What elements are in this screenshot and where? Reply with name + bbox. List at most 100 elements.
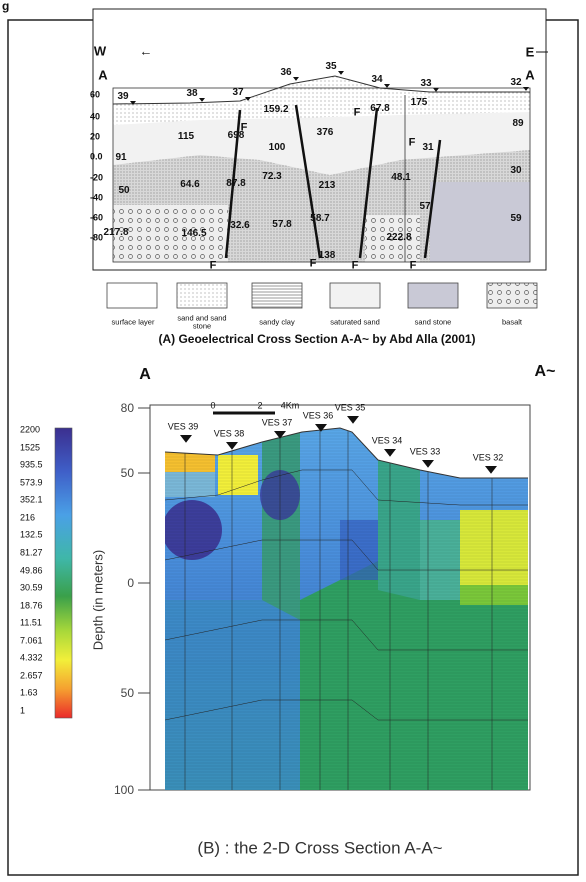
resistivity-value: 31 (422, 142, 434, 153)
ves-number: 34 (371, 74, 383, 85)
resistivity-value: 87.8 (226, 178, 246, 189)
color-scale-label: 2200 (20, 424, 41, 435)
color-scale-label: 1525 (20, 442, 41, 453)
color-scale-label: 49.86 (20, 565, 43, 575)
resistivity-value: 30 (510, 165, 522, 176)
section-a (112, 51, 548, 263)
fault-label: F (309, 257, 317, 270)
ves-label: VES 38 (213, 428, 245, 439)
color-scale-label: 132.5 (20, 529, 43, 540)
direction: E (525, 44, 535, 60)
color-scale-label: 352.1 (20, 494, 43, 505)
depth-tick: 100 (113, 783, 134, 797)
ves-marker (523, 87, 529, 91)
direction: W (93, 43, 107, 59)
legend-label: sandy clay (259, 317, 295, 327)
ves-marker (384, 84, 390, 88)
header-fragment: g (2, 0, 10, 13)
caption: (B) : the 2-D Cross Section A-A~ (197, 838, 443, 858)
resistivity-value: 100 (268, 142, 286, 153)
resistivity-value: 89 (512, 118, 524, 129)
ves-label: VES 32 (472, 452, 504, 463)
depth-tick: 50 (120, 466, 134, 480)
depth-tick: 80 (120, 401, 134, 415)
fault-label: F (409, 259, 417, 272)
resistivity-value: 72.3 (262, 171, 282, 182)
ves-label: VES 39 (167, 421, 199, 432)
ves-number: 36 (280, 67, 292, 78)
elevation-tick: 60 (90, 89, 101, 100)
resistivity-value: 146.5 (181, 228, 207, 239)
ves-marker (315, 424, 327, 432)
ves-marker (245, 97, 251, 101)
elevation-tick: -40 (90, 192, 104, 203)
resistivity-value: 222.8 (386, 232, 412, 243)
fault-label: F (353, 106, 361, 119)
depth-tick: 50 (120, 686, 134, 700)
legend-label: basalt (501, 317, 522, 327)
resistivity-value: 57.8 (272, 219, 292, 230)
ves-marker (274, 431, 286, 439)
profile-end: A (139, 366, 151, 383)
legend-label: saturated sand (330, 317, 380, 327)
resistivity-value: 64.6 (180, 179, 200, 190)
scale-label: 2 (257, 400, 263, 411)
ves-label: VES 37 (261, 417, 293, 428)
legend-a (106, 282, 538, 309)
ves-marker (130, 101, 136, 105)
ves-marker (347, 416, 359, 424)
color-scale-label: 2.657 (20, 670, 43, 681)
ves-marker (293, 77, 299, 81)
ves-label: VES 35 (334, 402, 366, 413)
color-scale-label: 573.9 (20, 477, 43, 488)
legend-label: sand stone (414, 317, 452, 327)
ves-marker (422, 460, 434, 468)
resistivity-value: 32.6 (230, 220, 250, 231)
scale-label: 4Km (280, 400, 300, 411)
color-scale-label: 216 (20, 512, 36, 523)
ves-marker (226, 442, 238, 450)
legend-label: sand and sand stone (177, 313, 227, 330)
resistivity-value: 67.8 (370, 103, 390, 114)
resistivity-value: 159.2 (263, 104, 289, 115)
resistivity-value: 50 (118, 185, 130, 196)
color-bar (54, 427, 73, 719)
ves-number: 38 (186, 88, 198, 99)
fault-label: F (240, 121, 248, 134)
surface-line (164, 427, 528, 479)
color-scale-label: 1.63 (20, 687, 38, 698)
legend-label: surface layer (111, 317, 155, 327)
profile-end: A (98, 67, 108, 83)
color-scale-label: 4.332 (20, 652, 43, 663)
depth-tick: 0 (127, 576, 134, 590)
ves-marker (485, 466, 497, 474)
ves-number: 32 (510, 77, 522, 88)
color-scale-label: 7.061 (20, 635, 43, 646)
ves-number: 39 (117, 91, 129, 102)
ves-label: VES 33 (409, 446, 441, 457)
color-scale-label: 30.59 (20, 582, 43, 593)
resistivity-value: 138 (318, 250, 336, 261)
color-scale-label: 1 (20, 705, 26, 716)
elevation-tick: -20 (90, 172, 104, 183)
resistivity-value: 376 (316, 127, 334, 138)
resistivity-value: 213 (318, 180, 336, 191)
elevation-tick: 20 (90, 131, 101, 142)
elevation-tick: 0.0 (90, 151, 103, 162)
ves-number: 37 (232, 87, 244, 98)
color-scale-label: 11.51 (20, 617, 42, 628)
resistivity-value: 59 (510, 213, 522, 224)
resistivity-value: 57 (419, 201, 431, 212)
color-scale-label: 935.5 (20, 459, 43, 470)
elevation-tick: 40 (90, 111, 101, 122)
fault-label: F (351, 259, 359, 272)
ves-number: 35 (325, 61, 337, 72)
ves-number: 33 (420, 78, 432, 89)
resistivity-value: 217.8 (103, 227, 129, 238)
resistivity-value: 175 (410, 97, 428, 108)
scale-label: 0 (210, 400, 216, 411)
ves-label: VES 34 (371, 435, 403, 446)
ves-marker (180, 435, 192, 443)
resistivity-value: 58.7 (310, 213, 330, 224)
